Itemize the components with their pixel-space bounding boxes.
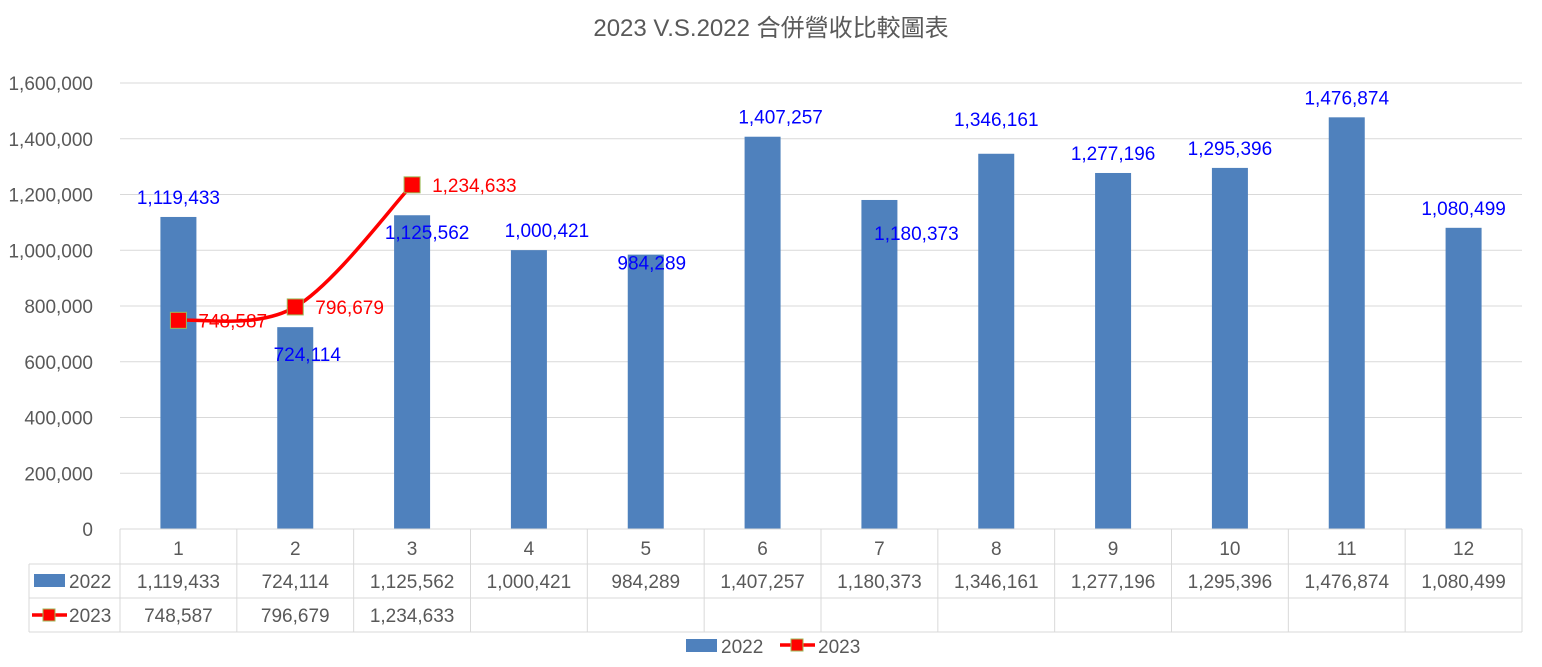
table-cell-2022: 1,346,161 [954, 572, 1039, 593]
table-cell-2022: 984,289 [611, 572, 680, 593]
x-tick-label: 11 [1337, 539, 1357, 560]
y-tick-label: 1,600,000 [8, 74, 93, 95]
bar-2022-4 [510, 250, 547, 530]
bar-data-label: 1,119,433 [137, 188, 220, 209]
y-tick-label: 200,000 [24, 464, 93, 485]
bar-2022-9 [1095, 172, 1132, 529]
bar-data-label: 1,407,257 [738, 108, 823, 129]
table-cell-2023: 1,234,633 [370, 606, 455, 627]
x-tick-label: 1 [173, 539, 184, 560]
bar-2022-3 [394, 215, 431, 530]
bar-2022-5 [627, 254, 664, 529]
x-tick-label: 2 [290, 539, 301, 560]
chart-title: 2023 V.S.2022 合併營收比較圖表 [593, 15, 948, 42]
table-cell-2022: 1,476,874 [1304, 572, 1389, 593]
table-cell-2022: 1,407,257 [720, 572, 805, 593]
table-cell-2022: 1,080,499 [1421, 572, 1506, 593]
bar-2022-8 [978, 153, 1015, 529]
bar-data-label: 1,180,373 [874, 224, 959, 245]
bar-data-label: 1,277,196 [1071, 144, 1156, 165]
bar-2022-11 [1328, 117, 1365, 529]
legend-swatch-2023-marker [790, 638, 804, 652]
x-tick-label: 3 [407, 539, 418, 560]
y-tick-label: 400,000 [24, 409, 93, 430]
x-tick-label: 8 [991, 539, 1002, 560]
table-cell-2022: 1,125,562 [370, 572, 455, 593]
bar-data-label: 1,295,396 [1188, 139, 1273, 160]
line-2023: 748,587 796,679 1,234,633 [169, 176, 517, 332]
bar-data-label: 1,476,874 [1304, 88, 1389, 109]
y-tick-label: 800,000 [24, 297, 93, 318]
legend: 2022 2023 [686, 637, 860, 658]
bar-data-label: 1,125,562 [385, 223, 470, 244]
bar-data-label: 984,289 [617, 254, 686, 275]
table-cell-2023: 796,679 [261, 606, 330, 627]
table-cell-2022: 1,277,196 [1071, 572, 1156, 593]
x-tick-label: 6 [757, 539, 768, 560]
legend-key-2022 [34, 574, 65, 587]
bar-2022-6 [744, 136, 781, 529]
marker-2023-3 [403, 176, 421, 194]
table-cell-2022: 1,000,421 [487, 572, 572, 593]
bar-data-label: 1,000,421 [505, 221, 590, 242]
y-tick-label: 0 [82, 520, 93, 541]
table-cell-2022: 1,180,373 [837, 572, 922, 593]
line-data-label: 796,679 [315, 298, 384, 319]
gridlines [120, 82, 1522, 474]
legend-swatch-2022 [686, 639, 717, 652]
table-row-header-2022: 2022 [69, 572, 111, 593]
x-tick-label: 9 [1108, 539, 1119, 560]
bar-data-label: 1,080,499 [1421, 199, 1506, 220]
x-tick-label: 5 [640, 539, 651, 560]
x-tick-label: 10 [1219, 539, 1240, 560]
marker-2023-1 [169, 311, 187, 329]
table-cell-2022: 724,114 [262, 572, 330, 593]
bar-2022-7 [861, 199, 898, 530]
y-tick-label: 1,200,000 [8, 186, 93, 207]
bar-2022-10 [1211, 167, 1248, 529]
table-cell-2022: 1,295,396 [1188, 572, 1273, 593]
x-tick-label: 7 [874, 539, 885, 560]
table-cell-2023: 748,587 [144, 606, 213, 627]
legend-label-2023: 2023 [818, 637, 860, 658]
table-cell-2022: 1,119,433 [137, 572, 220, 593]
bars-2022: 1,119,433 724,114 1,125,562 1,000,421 984,28… [137, 88, 1506, 530]
bar-2022-2 [277, 327, 314, 529]
bar-data-label: 1,346,161 [954, 110, 1039, 131]
x-tick-label: 4 [524, 539, 535, 560]
line-data-label: 748,587 [198, 311, 267, 332]
bar-2022-1 [160, 216, 197, 529]
y-tick-label: 600,000 [24, 353, 93, 374]
table-row-header-2023: 2023 [69, 606, 111, 627]
y-tick-label: 1,400,000 [8, 130, 93, 151]
legend-label-2022: 2022 [721, 637, 763, 658]
legend-key-2023-marker [42, 608, 56, 622]
bar-data-label: 724,114 [274, 345, 342, 366]
y-tick-label: 1,000,000 [8, 241, 93, 262]
y-axis: 0 200,000 400,000 600,000 800,000 1,000,000 1,… [8, 74, 93, 541]
marker-2023-2 [286, 298, 304, 316]
bar-2022-12 [1445, 227, 1482, 529]
line-data-label: 1,234,633 [432, 176, 517, 197]
x-tick-label: 12 [1453, 539, 1474, 560]
